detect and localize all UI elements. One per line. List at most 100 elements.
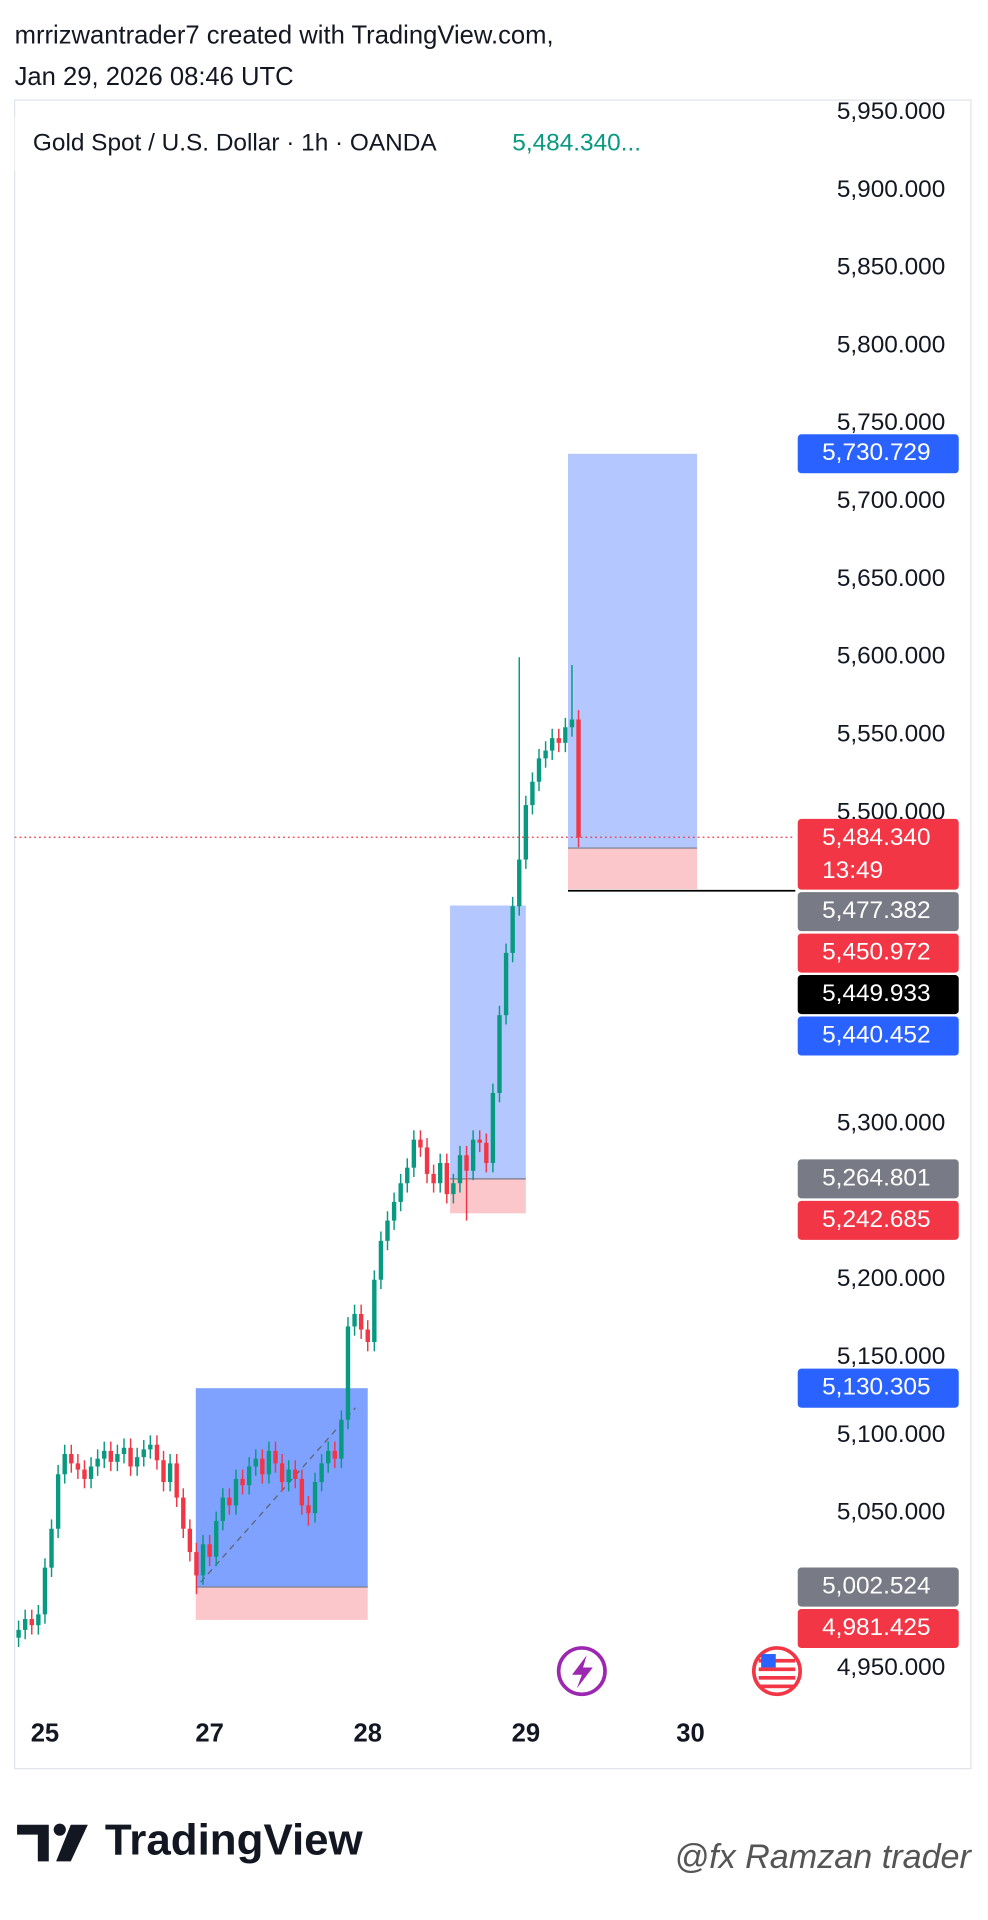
price-badge: [797, 1016, 959, 1056]
trade-path: [200, 1407, 356, 1583]
lightning-icon: [556, 1646, 607, 1697]
price-badge: [797, 818, 959, 890]
price-badge-label: 4,981.425: [822, 1614, 930, 1641]
candle-body: [431, 1173, 436, 1184]
price-badge-label: 5,130.305: [822, 1374, 930, 1401]
candle-body: [299, 1478, 305, 1506]
candle-body: [556, 738, 561, 743]
candle-body: [161, 1460, 166, 1483]
candle-body: [484, 1142, 489, 1164]
candle-body: [279, 1463, 285, 1483]
y-tick-label: 5,700.000: [837, 487, 945, 514]
candle-body: [470, 1139, 476, 1171]
header-line2: Jan 29, 2026 08:46 UTC: [15, 63, 294, 91]
candle-body: [194, 1552, 199, 1576]
y-tick-label: 5,650.000: [837, 565, 945, 592]
candle-body: [253, 1458, 258, 1467]
y-tick-label: 5,050.000: [837, 1499, 945, 1526]
legend-bg: [14, 117, 674, 171]
candle-body: [273, 1450, 278, 1464]
candle-body: [536, 758, 542, 782]
candle-body: [497, 1015, 502, 1093]
candle-body: [345, 1326, 351, 1420]
candle-body: [174, 1463, 179, 1498]
price-badge: [797, 933, 959, 973]
candle-body: [385, 1220, 390, 1241]
price-badge-label: 5,242.685: [822, 1206, 930, 1233]
price-badge-label: 5,002.524: [822, 1572, 930, 1599]
candle-body: [326, 1450, 331, 1464]
candle-body: [128, 1447, 133, 1467]
candle-body: [424, 1147, 430, 1174]
candle-body: [411, 1139, 417, 1168]
price-badge-label: 5,440.452: [822, 1021, 930, 1048]
y-tick-label: 5,750.000: [837, 409, 945, 436]
price-badge: [797, 1567, 959, 1607]
logo-text: TradingView: [105, 1816, 364, 1865]
candle-body: [36, 1614, 41, 1626]
candle-body: [451, 1183, 456, 1195]
candle-body: [69, 1454, 74, 1464]
candle-body: [391, 1201, 397, 1221]
y-tick-label: 5,850.000: [837, 254, 945, 281]
stop-zone: [568, 848, 698, 890]
x-tick-label: 25: [31, 1719, 60, 1747]
candle-body: [523, 805, 529, 860]
price-badge-label: 5,450.972: [822, 939, 930, 966]
candle-body: [444, 1163, 449, 1195]
candle-body: [339, 1419, 344, 1459]
price-badge: [797, 892, 959, 932]
candle-body: [49, 1528, 54, 1568]
y-tick-label: 5,950.000: [837, 98, 945, 125]
candle-body: [418, 1139, 423, 1148]
candle-body: [42, 1567, 48, 1615]
candle-body: [306, 1505, 311, 1514]
candle-body: [358, 1313, 364, 1330]
price-badge-label: 5,477.382: [822, 897, 930, 924]
price-badge: [797, 1159, 959, 1199]
candle-body: [187, 1528, 193, 1553]
price-axis: 5,950.000 5,900.000 5,850.000 5,800.000 5,75…: [797, 98, 959, 1681]
y-tick-label: 5,300.000: [837, 1110, 945, 1137]
candle-body: [227, 1497, 232, 1506]
candle-body: [312, 1482, 318, 1514]
candle-body: [148, 1444, 153, 1450]
candle-body: [16, 1629, 21, 1638]
candle-body: [332, 1450, 337, 1459]
candle-body: [563, 727, 568, 743]
candle-body: [378, 1240, 384, 1280]
y-tick-label: 5,900.000: [837, 176, 945, 203]
y-tick-label: 5,800.000: [837, 331, 945, 358]
candle-body: [530, 781, 535, 806]
x-tick-label: 30: [676, 1719, 705, 1747]
candle-body: [55, 1474, 61, 1529]
y-tick-label: 5,600.000: [837, 643, 945, 670]
candle-body: [167, 1463, 173, 1483]
candle-body: [457, 1155, 463, 1184]
candle-body: [88, 1466, 94, 1479]
candle-body: [293, 1469, 298, 1479]
candle-body: [477, 1139, 482, 1143]
target-zone: [568, 453, 698, 849]
price-badge: [797, 1368, 959, 1408]
candle-body: [319, 1463, 324, 1483]
tradingview-logo: TradingView: [17, 1816, 364, 1865]
candle-body: [510, 906, 515, 953]
x-tick-label: 28: [353, 1719, 382, 1747]
candle-body: [246, 1466, 252, 1486]
price-badge-label: 5,449.933: [822, 980, 930, 1007]
countdown: 13:49: [822, 857, 883, 884]
watermark: @fx Ramzan trader: [674, 1838, 972, 1876]
y-tick-label: 4,950.000: [837, 1654, 945, 1681]
y-tick-label: 5,100.000: [837, 1421, 945, 1448]
price-badge-label: 5,730.729: [822, 439, 930, 466]
price-badge: [797, 1609, 959, 1649]
chart-title: Gold Spot / U.S. Dollar · 1h · OANDA: [33, 129, 437, 156]
candle-body: [464, 1155, 469, 1171]
candle-body: [29, 1619, 34, 1626]
candle-body: [200, 1544, 206, 1576]
legend-price: 5,484.340...: [512, 129, 641, 156]
price-badge-label: 5,264.801: [822, 1164, 930, 1191]
candle-body: [102, 1450, 107, 1459]
